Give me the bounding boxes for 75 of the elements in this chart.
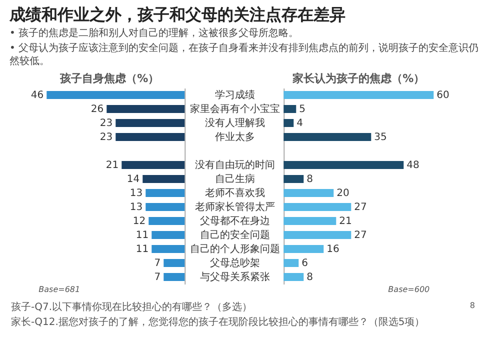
bar: [152, 231, 185, 239]
bar: [284, 91, 434, 99]
data-label: 11: [136, 230, 149, 241]
text: 8: [470, 301, 475, 310]
data-label: 7: [154, 272, 161, 283]
data-label: 7: [154, 258, 161, 269]
data-label: 8: [306, 174, 314, 185]
data-label: 14: [126, 174, 140, 185]
data-label: 27: [354, 202, 367, 213]
text: Base=600: [388, 285, 430, 294]
data-label: 4: [296, 118, 304, 129]
data-label: 26: [90, 104, 104, 115]
text: Base=681: [38, 285, 80, 294]
bar: [284, 217, 336, 225]
data-label: 13: [130, 202, 143, 213]
data-label: 60: [436, 90, 450, 101]
y-tick-label: 没有自由玩的时间: [195, 159, 276, 171]
text: • 父母认为孩子应该注意到的安全问题，在孩子自身看来并没有排到焦虑点的前列，说明孩子的安全意识仍然较低。: [9, 42, 479, 67]
bar: [284, 189, 334, 197]
data-label: 23: [100, 118, 113, 129]
bar: [152, 245, 185, 253]
bar: [164, 259, 185, 267]
text: 家长-Q12.据您对孩子的了解，您觉得您的孩子在现阶段比较担心的事情有哪些？（限选5项）: [11, 316, 425, 328]
y-tick-label: 父母总吵架: [210, 257, 260, 269]
y-tick-label: 家里会再有个小宝宝: [190, 103, 280, 115]
y-tick-label: 自己的个人形象问题: [190, 243, 280, 255]
data-label: 46: [30, 90, 44, 101]
bar: [284, 119, 294, 127]
data-label: 35: [374, 132, 387, 143]
data-label: 48: [406, 160, 420, 171]
y-tick-label: 自己生病: [215, 173, 256, 185]
bar: [284, 231, 352, 239]
data-label: 23: [100, 132, 113, 143]
bar: [116, 119, 185, 127]
y-tick-label: 父母都不在身边: [200, 215, 270, 227]
data-label: 12: [132, 216, 146, 227]
bar: [284, 259, 299, 267]
data-label: 20: [336, 188, 350, 199]
data-label: 8: [306, 272, 314, 283]
bar: [122, 161, 185, 169]
bar: [146, 203, 185, 211]
data-label: 13: [130, 188, 143, 199]
text: 成绩和作业之外，孩子和父母的关注点存在差异: [8, 5, 346, 24]
bar: [164, 273, 185, 281]
data-label: 5: [299, 104, 306, 115]
data-label: 11: [136, 244, 149, 255]
bar: [148, 217, 185, 225]
bar: [46, 91, 185, 99]
bar: [146, 189, 185, 197]
bar: [284, 175, 304, 183]
bar: [142, 175, 185, 183]
y-tick-label: 学习成绩: [215, 89, 256, 101]
bar: [284, 245, 324, 253]
y-tick-label: 自己的安全问题: [200, 229, 270, 241]
text: • 孩子的焦虑是二胎和别人对自己的理解，这被很多父母所忽略。: [9, 27, 299, 39]
y-tick-label: 老师家长管得太严: [195, 201, 276, 213]
chart-title: 家长认为孩子的焦虑（%）: [292, 72, 425, 85]
bar: [116, 133, 185, 141]
bar: [284, 161, 404, 169]
text: 孩子-Q7.以下事情你现在比较担心的有哪些？（多选）: [11, 301, 252, 313]
data-label: 21: [339, 216, 352, 227]
data-label: 21: [106, 160, 119, 171]
y-tick-label: 与父母关系紧张: [200, 271, 270, 283]
data-label: 6: [302, 258, 308, 269]
chart-title: 孩子自身焦虑（%）: [59, 72, 160, 85]
bar: [284, 133, 372, 141]
bar: [284, 203, 352, 211]
y-tick-label: 老师不喜欢我: [205, 187, 266, 199]
data-label: 16: [326, 244, 340, 255]
bar: [284, 105, 296, 113]
data-label: 27: [354, 230, 367, 241]
bar: [106, 105, 185, 113]
y-tick-label: 没有人理解我: [205, 117, 266, 129]
y-tick-label: 作业太多: [214, 131, 256, 143]
bar: [284, 273, 304, 281]
